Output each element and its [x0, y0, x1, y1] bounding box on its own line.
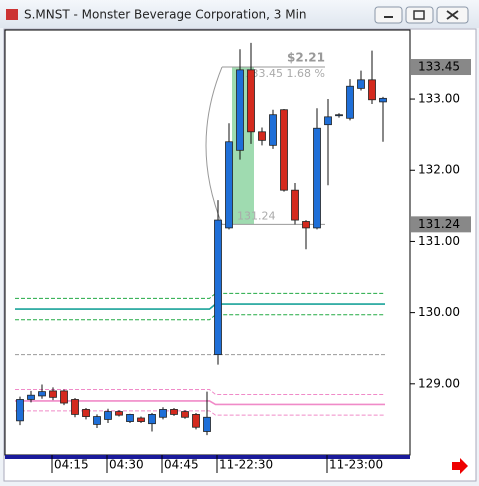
- candle-body: [159, 409, 167, 418]
- candle-body: [148, 414, 156, 425]
- y-tick-label: 131.00: [418, 234, 460, 248]
- price-tag: [411, 59, 471, 76]
- candle-body: [346, 85, 354, 119]
- candle-body: [82, 409, 90, 417]
- candle-body: [247, 69, 255, 133]
- measure-bottom-text: 131.24: [237, 209, 276, 222]
- candle-body: [104, 411, 112, 420]
- measure-change: $2.21: [287, 51, 325, 65]
- maximize-icon: [413, 10, 425, 20]
- candle-body: [71, 399, 79, 415]
- y-tick-label: 129.00: [418, 376, 460, 390]
- x-tick-label: 04:15: [54, 458, 89, 472]
- candle-body: [236, 69, 244, 151]
- candle-body: [225, 141, 233, 229]
- candle-body: [181, 411, 189, 418]
- scroll-bar[interactable]: [5, 455, 410, 459]
- candle-body: [302, 221, 310, 229]
- app-icon: [6, 9, 18, 20]
- candle-body: [368, 79, 376, 101]
- candle-body: [49, 390, 57, 398]
- y-tick-label: 133.00: [418, 92, 460, 106]
- candle-body: [313, 127, 321, 229]
- chart-layer: 129.00 130.00 131.00 132.00 133.00 04:15 04:30…: [15, 42, 471, 473]
- overlay-line: [15, 303, 385, 310]
- x-tick-label: 11-22:30: [219, 458, 273, 472]
- candle-body: [291, 189, 299, 221]
- minimize-button[interactable]: [374, 6, 403, 24]
- y-tick-label: 130.00: [418, 305, 460, 319]
- candle-body: [324, 116, 332, 126]
- overlay-line: [15, 400, 385, 406]
- y-tick-label: 132.00: [418, 163, 460, 177]
- candle-body: [170, 409, 178, 415]
- window-title: S.MNST - Monster Beverage Corporation, 3…: [24, 8, 307, 22]
- candle-body: [258, 131, 266, 141]
- x-tick-label: 11-23:00: [329, 458, 383, 472]
- measure-top-text: 133.45 1.68 %: [245, 67, 325, 80]
- x-tick-label: 04:30: [109, 458, 144, 472]
- candle-body: [280, 109, 288, 191]
- overlay-line: [15, 410, 385, 416]
- price-tag-label: 133.45: [418, 60, 460, 74]
- candle-body: [214, 219, 222, 356]
- price-tag: [411, 216, 471, 233]
- candle-body: [137, 417, 145, 422]
- overlay-line: [15, 314, 385, 321]
- candle-body: [16, 399, 24, 422]
- candle-body: [126, 414, 134, 422]
- candle-body: [115, 411, 123, 416]
- candle-body: [93, 416, 101, 425]
- maximize-button[interactable]: [405, 6, 434, 24]
- price-tag-label: 131.24: [418, 217, 460, 231]
- measure-arc: [205, 66, 223, 225]
- candle-body: [192, 414, 200, 428]
- candle-body: [379, 97, 387, 103]
- candle-body: [60, 390, 68, 404]
- candle-body: [203, 416, 211, 432]
- overlay-line: [15, 292, 385, 299]
- candle-body: [357, 79, 365, 89]
- candle-body: [38, 391, 46, 397]
- overlay-line: [15, 389, 385, 395]
- close-icon: [446, 10, 459, 20]
- candle-body: [27, 394, 35, 400]
- candle-body: [335, 114, 343, 117]
- scroll-arrow[interactable]: [452, 458, 468, 474]
- x-tick-label: 04:45: [164, 458, 199, 472]
- candle-body: [269, 114, 277, 146]
- window-buttons[interactable]: [374, 6, 469, 24]
- plot-area: [4, 29, 411, 456]
